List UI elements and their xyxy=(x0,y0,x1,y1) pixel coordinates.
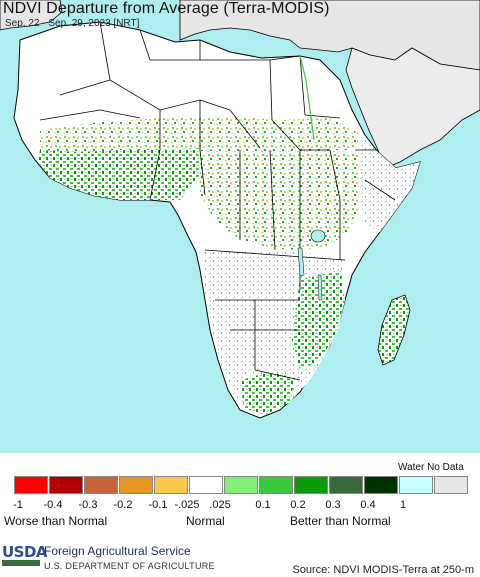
legend-tick-label: 0.4 xyxy=(360,499,376,511)
swatch-minus-0.1 xyxy=(154,476,188,494)
south-coast-region xyxy=(240,372,295,415)
usda-logo: USDA xyxy=(2,543,48,561)
legend-tick-label: 1 xyxy=(399,499,407,511)
swatch-1 xyxy=(364,476,398,494)
legend-tick-label: 0.2 xyxy=(290,499,306,511)
legend-tick-label: -0.2 xyxy=(113,499,133,511)
legend-panel xyxy=(0,453,480,541)
legend-tick-label: .025 xyxy=(209,499,231,511)
legend-better-label: Better than Normal xyxy=(290,514,391,528)
agency-name: Foreign Agricultural Service xyxy=(44,544,191,558)
swatch-water xyxy=(399,476,433,494)
map-subtitle: Sep. 22 - Sep. 29, 2023 [NRT] xyxy=(5,18,140,29)
legend-tick-label: -1 xyxy=(13,499,23,511)
west-africa-region xyxy=(38,148,200,200)
swatch-normal xyxy=(189,476,223,494)
horn-region xyxy=(355,130,420,232)
swatch-0.3 xyxy=(294,476,328,494)
lake-malawi xyxy=(317,274,323,301)
lake-tanganyika xyxy=(297,247,305,277)
legend-tick-label: 0.1 xyxy=(255,499,271,511)
legend-normal-label: Normal xyxy=(186,514,225,528)
swatch-0.2 xyxy=(259,476,293,494)
legend-tick-label: -0.1 xyxy=(148,499,168,511)
central-africa-region xyxy=(200,148,372,250)
legend-tick-label: -.025 xyxy=(174,499,200,511)
africa-map xyxy=(0,0,480,419)
legend-worse-label: Worse than Normal xyxy=(4,514,108,528)
usda-logo-bar xyxy=(2,560,40,566)
source-note: Source: NDVI MODIS-Terra at 250-m xyxy=(292,564,474,576)
legend-swatch-row xyxy=(14,476,469,494)
swatch-minus-0.4 xyxy=(49,476,83,494)
southeast-africa-region xyxy=(292,270,345,370)
swatch-minus-0.3 xyxy=(84,476,118,494)
footer xyxy=(0,541,480,577)
lake-victoria xyxy=(310,229,326,243)
legend-tick-label: -0.4 xyxy=(43,499,63,511)
sahel-band xyxy=(40,116,365,156)
arabian-peninsula xyxy=(345,47,480,169)
legend-water-label: Water No Data xyxy=(398,462,464,473)
swatch-no-data xyxy=(434,476,468,494)
map-title: NDVI Departure from Average (Terra-MODIS… xyxy=(3,0,330,17)
map-panel: NDVI Departure from Average (Terra-MODIS… xyxy=(0,0,480,453)
department-name: U.S. DEPARTMENT OF AGRICULTURE xyxy=(44,561,215,571)
nile-river xyxy=(299,55,315,141)
legend-tick-label: -0.3 xyxy=(78,499,98,511)
iberia xyxy=(0,0,63,31)
swatch-minus-0.2 xyxy=(119,476,153,494)
swatch-0.1 xyxy=(224,476,258,494)
madagascar xyxy=(377,294,411,366)
swatch-0.4 xyxy=(329,476,363,494)
legend-tick-label: 0.3 xyxy=(325,499,341,511)
swatch-lt-minus-0.4 xyxy=(14,476,48,494)
